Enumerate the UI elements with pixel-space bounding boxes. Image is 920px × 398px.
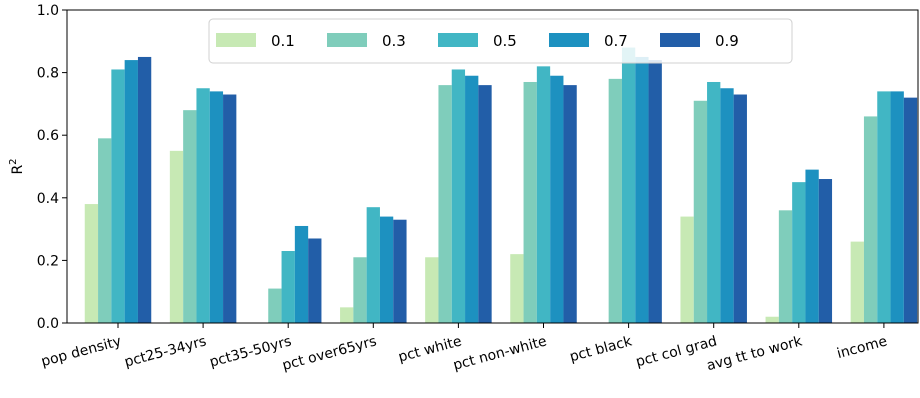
bar-0_9-1 — [223, 94, 237, 323]
x-tick-label: pct black — [568, 333, 635, 365]
legend-swatch — [438, 33, 478, 47]
bar-0_7-1 — [209, 91, 224, 323]
bar-0_3-8 — [778, 210, 793, 323]
bar-0_7-8 — [805, 169, 819, 323]
bar-0_3-2 — [268, 288, 282, 323]
bar-0_3-3 — [353, 257, 367, 323]
x-tick-label: pct35-50yrs — [208, 333, 293, 370]
bar-0_1-4 — [425, 257, 439, 323]
bar-0_9-3 — [393, 219, 407, 323]
bar-0_1-5 — [510, 254, 524, 323]
legend-label: 0.1 — [271, 32, 295, 50]
bar-0_3-1 — [183, 110, 197, 323]
x-tick-label: avg tt to work — [705, 333, 805, 374]
y-tick-label: 0.4 — [37, 191, 59, 207]
bar-0_9-5 — [563, 85, 577, 324]
bar-0_9-4 — [478, 85, 492, 324]
bar-0_7-0 — [124, 60, 138, 324]
bar-0_5-9 — [877, 91, 891, 323]
y-tick-label: 0.8 — [37, 66, 59, 82]
bar-0_3-5 — [523, 81, 537, 324]
bar-0_9-8 — [818, 179, 833, 323]
legend-label: 0.5 — [493, 32, 517, 50]
bar-0_9-2 — [308, 238, 322, 323]
legend-label: 0.7 — [604, 32, 628, 50]
bar-0_1-0 — [84, 204, 99, 323]
bar-0_5-5 — [536, 66, 551, 323]
bar-0_7-2 — [294, 225, 309, 323]
bar-0_5-0 — [111, 69, 125, 323]
legend: 0.1 0.3 0.5 0.7 0.9 — [208, 18, 793, 64]
bars-layer — [84, 47, 918, 324]
y-tick-label: 0.6 — [37, 128, 59, 144]
bar-0_1-3 — [340, 307, 354, 323]
legend-swatch — [660, 33, 700, 47]
bar-0_3-7 — [693, 100, 708, 324]
bar-0_3-4 — [438, 85, 452, 324]
bar-0_5-1 — [196, 88, 210, 323]
bar-0_9-6 — [648, 60, 662, 324]
bar-0_7-7 — [720, 88, 734, 323]
bar-0_3-9 — [863, 116, 878, 323]
y-tick-label: 0.2 — [37, 253, 59, 269]
legend-box — [208, 18, 793, 64]
x-tick-label: pct over65yrs — [281, 333, 379, 374]
x-tick-label: pop density — [40, 333, 123, 370]
bar-0_9-7 — [733, 94, 747, 323]
bar-0_7-3 — [379, 216, 394, 323]
x-tick-label: pct non-white — [451, 333, 548, 373]
bar-0_5-4 — [451, 69, 466, 323]
y-axis-label: R2 — [8, 158, 26, 174]
y-axis: 0.0 0.2 0.4 0.6 0.8 1.0 — [37, 3, 67, 332]
bar-0_9-9 — [903, 97, 918, 323]
bar-0_7-6 — [635, 56, 649, 323]
bar-0_7-9 — [890, 91, 904, 323]
bar-0_1-9 — [850, 241, 864, 323]
bar-0_5-8 — [792, 182, 806, 323]
legend-swatch — [327, 33, 367, 47]
bar-0_7-5 — [550, 75, 564, 323]
bar-0_7-4 — [465, 75, 479, 323]
legend-label: 0.9 — [715, 32, 739, 50]
bar-0_1-1 — [169, 150, 184, 323]
legend-swatch — [216, 33, 256, 47]
bar-0_1-8 — [765, 316, 779, 323]
bar-0_1-7 — [680, 216, 694, 323]
bar-0_5-2 — [281, 251, 295, 323]
x-tick-label: income — [835, 333, 889, 362]
bar-0_5-3 — [366, 207, 380, 323]
plot-frame — [66, 9, 919, 324]
legend-swatch — [549, 33, 589, 47]
bar-0_3-6 — [608, 78, 622, 323]
bar-0_5-7 — [707, 81, 721, 324]
bar-0_3-0 — [98, 138, 112, 323]
legend-label: 0.3 — [382, 32, 406, 50]
y-tick-label: 0.0 — [37, 316, 59, 332]
x-tick-label: pct25-34yrs — [123, 333, 208, 370]
bar-0_9-0 — [137, 56, 152, 323]
bar-0_5-6 — [621, 47, 636, 324]
y-tick-label: 1.0 — [37, 3, 59, 19]
